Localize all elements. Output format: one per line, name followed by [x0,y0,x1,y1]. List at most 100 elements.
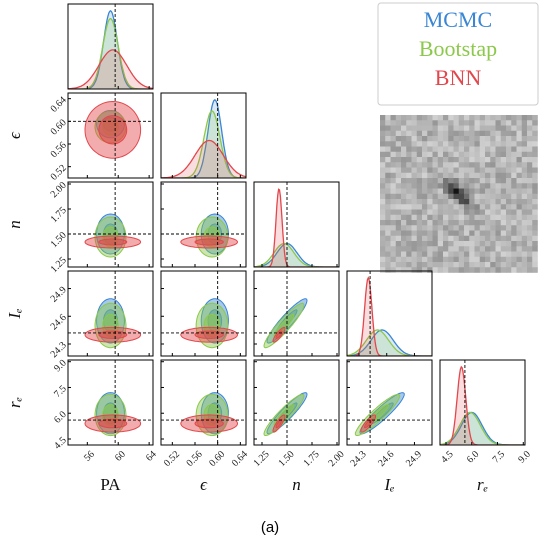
pixel [458,157,465,163]
pixel [527,136,533,142]
pixel [385,183,391,189]
pixel [437,246,444,252]
pixel [490,241,496,247]
pixel [411,262,418,268]
pixel [495,172,502,179]
pixel [416,199,423,205]
pixel [495,199,502,205]
pixel [416,115,423,121]
pixel [422,183,428,189]
pixel [521,241,528,247]
pixel [485,172,491,179]
pixel [464,193,470,200]
pixel [385,220,391,226]
pixel [500,241,507,247]
pixel [511,130,517,137]
pixel [511,246,517,252]
pixel [411,235,418,242]
contour [194,238,224,246]
pixel [485,183,491,189]
pixel [495,162,502,168]
pixel [500,209,507,216]
panel-content [68,271,153,356]
pixel [380,172,386,179]
pixel [380,241,386,247]
pixel [485,230,491,237]
pixel [406,214,412,221]
x-tick-label: 0.52 [162,449,182,469]
pixel [422,251,428,258]
pixel [511,188,517,195]
pixel [380,256,386,263]
pixel [511,251,517,258]
pixel [506,167,512,174]
pixel [395,225,402,231]
pixel [385,193,391,200]
pixel [401,256,407,263]
pixel [469,141,475,147]
pixel [516,246,523,252]
pixel [464,204,470,210]
pixel [406,183,412,189]
pixel [380,214,386,221]
pixel [432,225,439,231]
pixel [485,267,491,273]
pixel [500,115,507,121]
pixel [448,225,454,231]
pixel [500,262,507,268]
pixel [411,220,418,226]
pixel [506,178,512,184]
pixel [479,136,486,142]
panel-content [161,360,246,445]
pixel [416,183,423,189]
pixel [427,115,433,121]
pixel [474,183,481,189]
pixel [422,193,428,200]
pixel [495,241,502,247]
pixel [422,125,428,132]
pixel [500,204,507,210]
pixel [527,209,533,216]
pixel [395,230,402,237]
pixel [500,225,507,231]
pixel [521,115,528,121]
pixel [380,204,386,210]
pixel [485,136,491,142]
pixel [532,115,538,121]
pixel [401,241,407,247]
pixel [500,214,507,221]
pixel [458,209,465,216]
pixel [527,220,533,226]
pixel [427,193,433,200]
pixel [464,214,470,221]
pixel [427,230,433,237]
pixel [532,230,538,237]
pixel [443,241,449,247]
pixel [401,246,407,252]
pixel [443,120,449,126]
pixel [422,235,428,242]
x-tick-label: 24.6 [376,449,396,469]
pixel [443,214,449,221]
pixel [506,157,512,163]
pixel [458,251,465,258]
pixel [516,172,523,179]
pixel [448,130,454,137]
pixel [532,199,538,205]
pixel [437,199,444,205]
pixel [453,262,460,268]
pixel [395,115,402,121]
pixel [469,178,475,184]
panel-frame [67,359,154,446]
pixel [506,225,512,231]
pixel [416,162,423,168]
pixel [437,251,444,258]
pixel [443,209,449,216]
pixel [485,125,491,132]
pixel [532,225,538,231]
pixel [527,125,533,132]
pixel [527,225,533,231]
pixel [511,193,517,200]
pixel [390,256,397,263]
pixel [437,130,444,137]
